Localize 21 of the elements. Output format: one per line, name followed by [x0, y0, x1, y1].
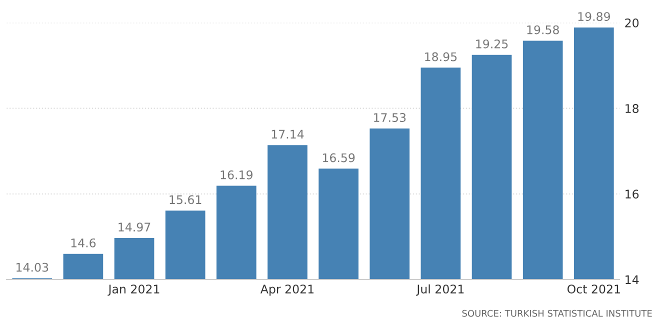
data-label: 19.58: [527, 25, 559, 34]
data-label: 19.25: [476, 39, 508, 48]
data-label: 14.6: [71, 238, 96, 248]
x-tick-label: Apr 2021: [260, 284, 314, 296]
data-label: 17.14: [272, 130, 304, 139]
data-label: 14.97: [118, 222, 150, 232]
y-tick-label: 14: [626, 275, 639, 284]
data-label: 16.59: [322, 153, 355, 162]
y-tick-label: 20: [625, 18, 639, 28]
y-tick-label: 16: [626, 190, 639, 199]
y-tick-label: 18: [626, 104, 639, 113]
x-tick-label: Jul 2021: [416, 284, 464, 296]
data-label: 18.95: [425, 52, 457, 62]
source-note: SOURCE: TURKISH STATISTICAL INSTITUTE: [462, 310, 652, 317]
x-tick-label: Oct 2021: [567, 284, 620, 294]
data-label: 16.19: [220, 170, 252, 180]
data-label: 17.53: [374, 113, 406, 122]
data-label: 15.61: [170, 195, 202, 204]
data-label: 14.03: [16, 262, 48, 272]
x-tick-label: Jan 2021: [108, 284, 160, 296]
data-label: 19.89: [578, 12, 610, 22]
